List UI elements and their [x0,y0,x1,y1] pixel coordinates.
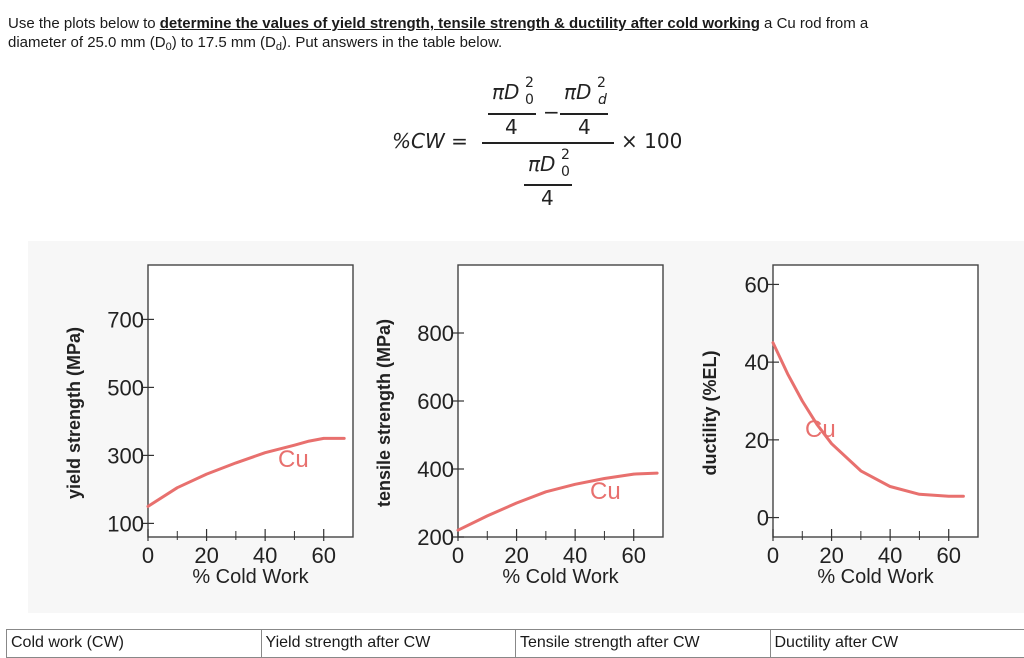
y-tick-label: 800 [417,321,454,346]
x-tick-label: 0 [767,543,779,568]
cold-work-formula: %CW = πD 2 0 4 − πD 2 d 4 × 100 πD 2 0 4 [392,70,692,220]
formula-minus: − [543,100,560,124]
plot-frame-2 [458,265,663,537]
y-axis-label: ductility (%EL) [700,350,720,475]
y-tick-label: 300 [107,443,144,468]
x-axis-label: % Cold Work [502,566,619,588]
instructions-prefix: Use the plots below to [8,15,160,32]
instructions-emphasis: determine the values of yield strength, … [160,15,760,32]
formula-exp-1: 2 [525,75,534,91]
instructions-line2-b: ) to 17.5 mm (D [172,34,276,51]
y-tick-label: 600 [417,389,454,414]
y-tick-label: 60 [745,272,769,297]
header-ductility: Ductility after CW [770,630,1024,657]
x-tick-label: 0 [142,543,154,568]
series-label-cu: Cu [590,478,621,505]
x-tick-label: 20 [819,543,843,568]
x-tick-label: 60 [621,543,645,568]
header-yield-strength: Yield strength after CW [261,630,516,657]
formula-lhs: %CW = [392,129,468,153]
formula-exp-3: 2 [561,147,570,163]
formula-pi-dd-top: πD [564,80,591,104]
x-tick-label: 60 [936,543,960,568]
x-axis-label: % Cold Work [817,566,934,588]
formula-pi-d0-top: πD [492,80,519,104]
formula-four-2: 4 [578,115,591,139]
plot-frame-1 [148,265,353,537]
x-tick-label: 60 [311,543,335,568]
x-tick-label: 20 [504,543,528,568]
formula-four-1: 4 [505,115,518,139]
series-label-cu: Cu [278,446,309,473]
header-tensile-strength: Tensile strength after CW [515,630,770,657]
instructions-line2-a: diameter of 25.0 mm (D [8,34,166,51]
y-tick-label: 500 [107,375,144,400]
x-tick-label: 0 [452,543,464,568]
formula-times: × 100 [621,129,682,153]
x-tick-label: 40 [253,543,277,568]
y-tick-label: 0 [757,506,769,531]
formula-four-3: 4 [541,186,554,210]
formula-sub-d: d [598,92,607,108]
instructions-middle: a Cu rod from a [760,15,868,32]
y-tick-label: 200 [417,525,454,550]
formula-sub-0-1: 0 [525,92,534,108]
formula-sub-0-2: 0 [561,164,570,180]
instructions: Use the plots below to determine the val… [8,14,1020,57]
x-tick-label: 40 [878,543,902,568]
formula-main-bar [482,142,614,144]
y-tick-label: 40 [745,350,769,375]
y-tick-label: 400 [417,457,454,482]
formula-exp-2: 2 [597,75,606,91]
x-axis-label: % Cold Work [192,566,309,588]
y-tick-label: 20 [745,428,769,453]
answer-table: Cold work (CW) Yield strength after CW T… [6,629,1024,658]
instructions-line2-c: ). Put answers in the table below. [282,34,502,51]
series-label-cu: Cu [805,416,836,443]
y-tick-label: 700 [107,307,144,332]
y-tick-label: 100 [107,511,144,536]
y-axis-label: tensile strength (MPa) [374,319,394,507]
header-cold-work: Cold work (CW) [6,630,261,657]
y-axis-label: yield strength (MPa) [64,327,84,499]
x-tick-label: 20 [194,543,218,568]
formula-pi-d0-bottom: πD [528,152,555,176]
x-tick-label: 40 [563,543,587,568]
